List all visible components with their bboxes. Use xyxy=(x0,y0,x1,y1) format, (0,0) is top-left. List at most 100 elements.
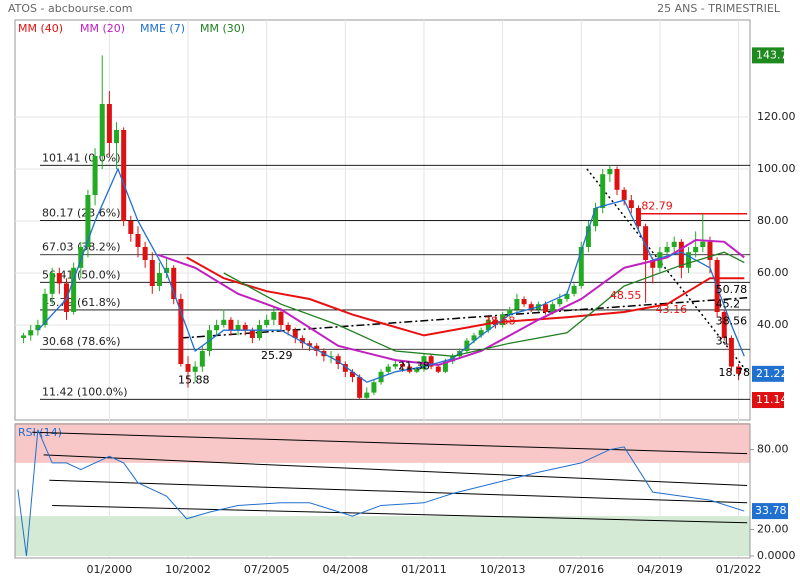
x-tick-label: 07/2016 xyxy=(558,563,604,576)
candle-body xyxy=(78,247,84,268)
y-tick-label: 100.00 xyxy=(757,162,796,175)
price-annotation: 50.78 xyxy=(716,283,748,296)
candle-body xyxy=(635,208,641,227)
candle-body xyxy=(99,104,105,156)
candle-body xyxy=(728,338,734,367)
candle-body xyxy=(628,200,634,208)
y-tick-label: 60.00 xyxy=(757,266,789,279)
y-tick-label: 80.00 xyxy=(757,443,789,456)
rsi-zone xyxy=(15,516,750,556)
candle-body xyxy=(550,304,556,312)
candle-body xyxy=(149,260,155,286)
candle-body xyxy=(285,325,291,331)
price-annotation: 21.38 xyxy=(398,359,430,372)
candle-body xyxy=(514,299,520,310)
candle-body xyxy=(528,304,534,310)
candle-body xyxy=(478,330,484,336)
price-tag-label: 143.7 xyxy=(756,48,788,61)
price-annotation: 45.2 xyxy=(716,297,741,310)
price-tag xyxy=(752,503,788,520)
candle-body xyxy=(693,247,699,253)
candle-body xyxy=(242,325,248,331)
fib-level-label: 30.68 (78.6%) xyxy=(42,335,121,348)
candle-body xyxy=(571,286,577,294)
price-annotation: 25.29 xyxy=(261,349,293,362)
price-tag-label: 33.78 xyxy=(755,504,787,517)
candle-body xyxy=(264,319,270,325)
fib-level-label: 45.79 (61.8%) xyxy=(42,296,121,309)
x-tick-label: 07/2005 xyxy=(244,563,290,576)
x-tick-label: 10/2013 xyxy=(480,563,526,576)
candle-body xyxy=(249,330,255,338)
candle-body xyxy=(171,267,177,299)
rsi-line xyxy=(17,429,745,557)
candle-body xyxy=(299,338,305,344)
candle-body xyxy=(156,273,162,286)
fib-level-label: 80.17 (23.6%) xyxy=(42,207,121,220)
trend-line xyxy=(32,431,748,455)
candle-body xyxy=(292,330,298,338)
legend-entry: MM (40) xyxy=(18,22,63,35)
price-annotation: 15.88 xyxy=(178,374,210,387)
candle-body xyxy=(35,325,41,331)
candle-body xyxy=(385,366,391,372)
candle-body xyxy=(92,156,98,195)
candle-body xyxy=(371,382,377,393)
price-annotation: 18.78 xyxy=(719,366,751,379)
price-tag-label: 21.22 xyxy=(756,367,788,380)
candle-body xyxy=(650,260,656,268)
candle-body xyxy=(214,325,220,331)
candle-body xyxy=(164,267,170,273)
y-tick-label: 80.00 xyxy=(757,214,789,227)
trend-line xyxy=(49,479,748,504)
price-annotation: 38.56 xyxy=(716,315,748,328)
moving-average xyxy=(157,238,745,367)
candle-body xyxy=(228,319,234,331)
candle-body xyxy=(564,293,570,299)
x-tick-label: 01/2000 xyxy=(87,563,133,576)
candle-body xyxy=(135,234,141,247)
candle-body xyxy=(736,366,742,374)
x-tick-label: 01/2022 xyxy=(716,563,762,576)
candle-body xyxy=(328,356,334,358)
candle-body xyxy=(307,343,313,346)
candle-body xyxy=(721,312,727,338)
x-tick-label: 04/2019 xyxy=(637,563,683,576)
candle-body xyxy=(199,351,205,367)
trend-line xyxy=(52,504,748,524)
candle-body xyxy=(686,252,692,268)
candle-body xyxy=(128,221,134,234)
candle-body xyxy=(621,189,627,201)
candle-body xyxy=(557,299,563,305)
candle-body xyxy=(342,364,348,372)
candle-body xyxy=(435,366,441,372)
candle-body xyxy=(400,364,406,367)
price-annotation: 31 xyxy=(716,334,730,347)
plot-frame xyxy=(14,423,751,559)
period-title: 25 ANS - TRIMESTRIEL xyxy=(657,2,781,15)
candle-body xyxy=(578,247,584,286)
y-tick-label: 120.00 xyxy=(757,110,796,123)
candle-body xyxy=(21,335,27,338)
candle-body xyxy=(414,369,420,372)
candle-body xyxy=(428,356,434,367)
candle-body xyxy=(314,345,320,351)
candle-body xyxy=(185,364,191,372)
y-tick-label: 0.0000 xyxy=(757,549,796,562)
candle-body xyxy=(700,241,706,247)
candle-body xyxy=(56,273,62,284)
candle-body xyxy=(221,319,227,325)
candle-body xyxy=(585,226,591,247)
candle-body xyxy=(593,208,599,227)
candle-body xyxy=(271,312,277,320)
source-title: ATOS - abcbourse.com xyxy=(8,2,132,15)
candle-body xyxy=(114,130,120,143)
moving-average xyxy=(223,251,745,357)
fib-level-label: 11.42 (100.0%) xyxy=(42,385,128,398)
price-tag xyxy=(752,365,784,382)
y-tick-label: 40.00 xyxy=(757,318,789,331)
candle-body xyxy=(543,304,549,312)
candle-body xyxy=(607,169,613,175)
